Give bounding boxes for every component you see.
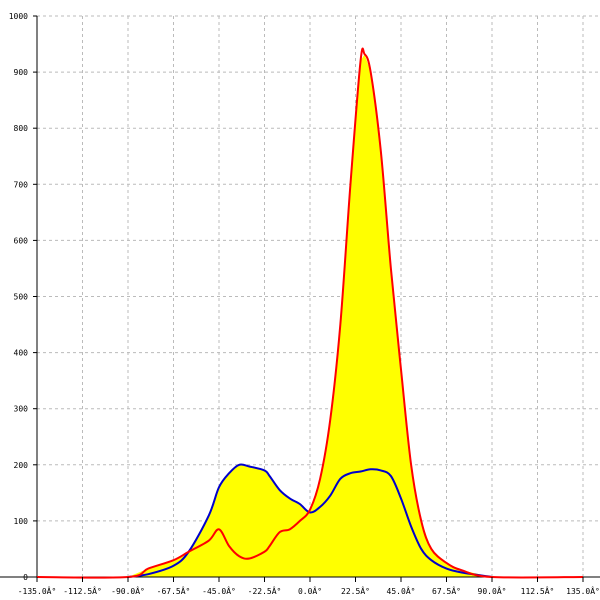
series-line-1 [127,463,493,578]
y-tick-label: 0 [23,573,28,582]
series-line-0 [36,47,584,579]
area-fill [128,54,492,577]
y-tick-label: 800 [14,124,29,133]
x-tick-label: -45.0Â° [202,585,236,596]
x-tick-label: 135.0Â° [566,585,600,596]
x-tick-label: 0.0Â° [298,585,322,596]
x-tick-label: -90.0Â° [111,585,145,596]
y-tick-label: 1000 [9,12,28,21]
x-tick-label: -67.5Â° [157,585,191,596]
x-tick-label: 45.0Â° [387,585,416,596]
y-tick-label: 600 [14,236,29,245]
y-tick-label: 700 [14,180,29,189]
x-tick-label: -112.5Â° [63,585,102,596]
y-tick-label: 300 [14,405,29,414]
x-tick-label: 22.5Â° [341,585,370,596]
x-tick-label: 112.5Â° [521,585,555,596]
y-tick-label: 900 [14,68,29,77]
y-tick-label: 500 [14,293,29,302]
y-tick-label: 100 [14,517,29,526]
x-tick-label: -135.0Â° [18,585,57,596]
y-tick-label: 200 [14,461,29,470]
y-tick-label: 400 [14,349,29,358]
x-tick-label: -22.5Â° [248,585,282,596]
x-tick-label: 90.0Â° [478,585,507,596]
x-tick-label: 67.5Â° [432,585,461,596]
